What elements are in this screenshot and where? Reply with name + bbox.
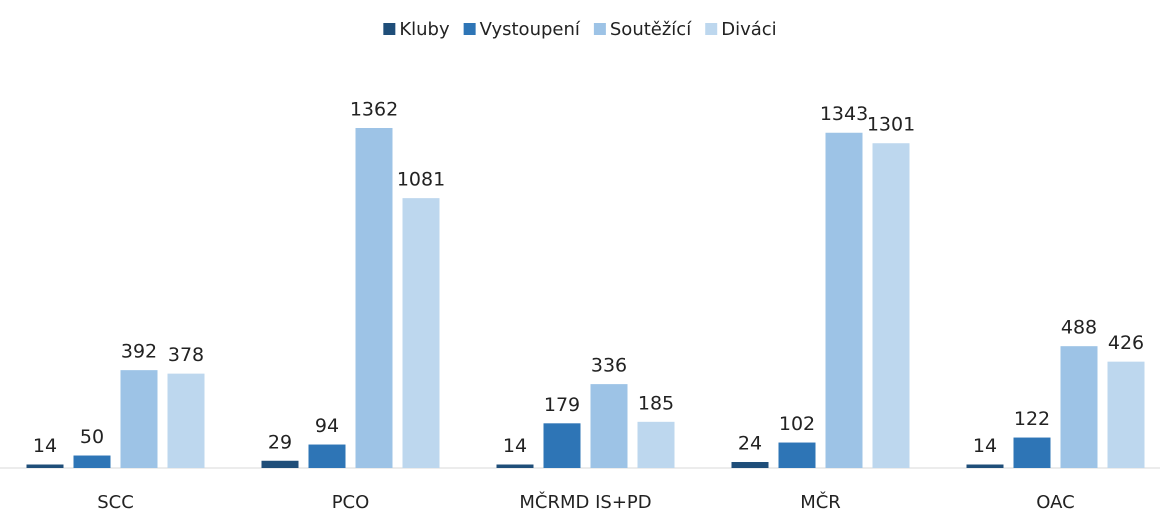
data-label: 24 (738, 433, 762, 455)
x-tick-label: MČR (800, 491, 841, 513)
bar (120, 370, 158, 468)
bar (308, 444, 346, 468)
legend-swatch (383, 23, 396, 35)
bar (778, 442, 816, 468)
bar (637, 421, 675, 468)
data-label: 50 (80, 426, 104, 448)
bar (1013, 437, 1051, 468)
data-label: 1301 (867, 114, 915, 136)
data-label: 488 (1061, 317, 1097, 339)
bar (825, 132, 863, 468)
data-label: 336 (591, 355, 627, 377)
data-label: 122 (1014, 408, 1050, 430)
data-label: 378 (168, 344, 204, 366)
legend-swatch (705, 23, 718, 35)
data-label: 14 (973, 435, 997, 457)
x-tick-label: OAC (1036, 492, 1074, 513)
x-tick-label: SCC (97, 492, 134, 513)
bar (590, 384, 628, 468)
data-label: 185 (638, 392, 674, 414)
bar (1060, 346, 1098, 468)
bar (1107, 361, 1145, 468)
bar (355, 128, 393, 468)
data-label: 1343 (820, 103, 868, 125)
data-label: 426 (1108, 332, 1144, 354)
data-label: 14 (503, 435, 527, 457)
x-tick-label: MČRMD IS+PD (519, 491, 651, 513)
bar (73, 455, 111, 468)
bar (872, 143, 910, 468)
legend-label: Kluby (399, 19, 450, 40)
bar (167, 373, 205, 468)
data-label: 392 (121, 341, 157, 363)
data-label: 1081 (397, 169, 445, 191)
bar (543, 423, 581, 468)
data-label: 14 (33, 435, 57, 457)
x-tick-label: PCO (332, 492, 370, 513)
legend-swatch (463, 23, 476, 35)
data-label: 1362 (350, 99, 398, 121)
bar (966, 464, 1004, 468)
bar (402, 198, 440, 468)
legend-swatch (593, 23, 606, 35)
legend-label: Soutěžící (610, 19, 692, 40)
bar (26, 464, 64, 468)
bar (731, 462, 769, 468)
data-label: 179 (544, 394, 580, 416)
bar (261, 460, 299, 468)
legend-label: Vystoupení (480, 19, 581, 40)
legend-label: Diváci (721, 19, 776, 40)
bar (496, 464, 534, 468)
legend: Kluby Vystoupení Soutěžící Diváci (383, 19, 777, 40)
data-label: 102 (779, 413, 815, 435)
data-label: 29 (268, 431, 292, 453)
data-label: 94 (315, 415, 339, 437)
